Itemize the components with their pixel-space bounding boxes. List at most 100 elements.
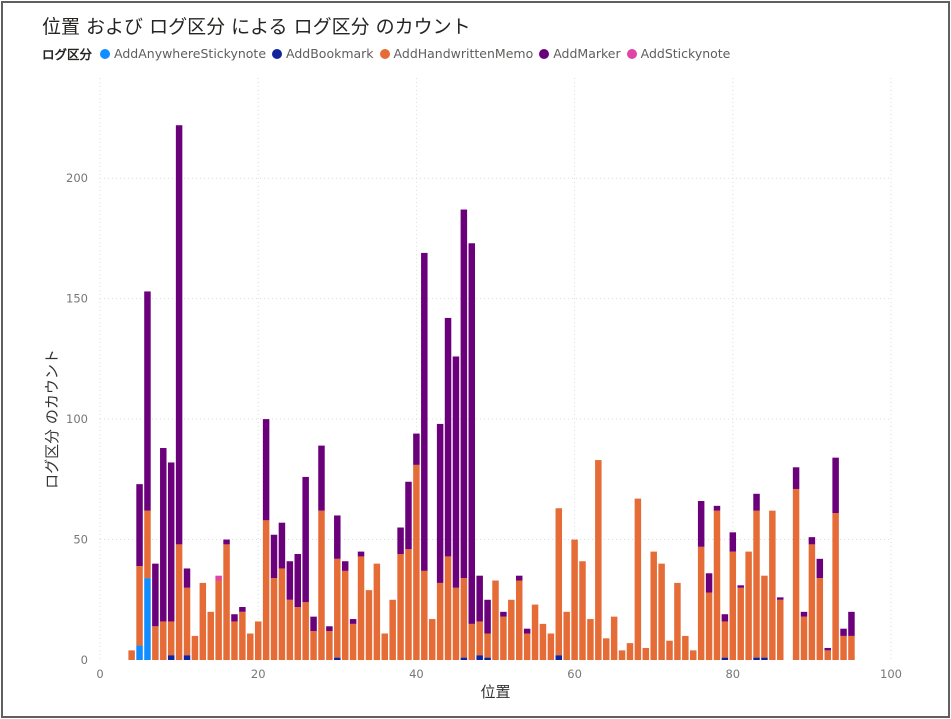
- bar-segment: [848, 635, 855, 660]
- legend-label: AddStickynote: [640, 46, 731, 61]
- bar-segment: [183, 587, 191, 656]
- bar-segment: [436, 582, 444, 660]
- bar-segment: [167, 462, 175, 622]
- x-axis-title: 位置: [480, 683, 510, 701]
- bar-segment: [349, 619, 357, 624]
- bar-segment: [326, 626, 333, 632]
- bar-segment: [357, 556, 365, 660]
- y-tick-label: 50: [73, 533, 88, 547]
- bar-segment: [531, 604, 539, 660]
- bar-segment: [247, 633, 254, 660]
- bar-segment: [682, 635, 689, 660]
- bar-segment: [215, 580, 222, 660]
- bar-segment: [587, 619, 594, 660]
- bar-segment: [761, 657, 768, 660]
- bar-segment: [705, 573, 713, 593]
- bar-segment: [626, 643, 634, 660]
- bar-segment: [231, 614, 238, 622]
- bar-segment: [476, 621, 483, 656]
- bar-segment: [215, 575, 222, 581]
- bar-segment: [421, 570, 428, 660]
- bar-segment: [152, 563, 159, 627]
- bar-segment: [832, 457, 839, 514]
- bar-segment: [136, 645, 143, 660]
- bar-segment: [175, 544, 183, 660]
- bar-segment: [808, 537, 816, 545]
- bar-segment: [555, 655, 563, 660]
- bar-segment: [144, 578, 151, 660]
- bar-segment: [318, 510, 325, 660]
- legend-label: AddAnywhereStickynote: [114, 46, 267, 61]
- bar-segment: [152, 626, 159, 660]
- bar-segment: [753, 493, 760, 511]
- bar-segment: [444, 317, 452, 557]
- bar-segment: [610, 616, 618, 660]
- bar-segment: [808, 544, 816, 660]
- bar-segment: [484, 633, 491, 658]
- bar-segment: [357, 551, 365, 557]
- legend-marker: [100, 48, 111, 59]
- bar-segment: [792, 467, 800, 489]
- legend-item[interactable]: AddHandwrittenMemo: [379, 46, 533, 61]
- bar-segment: [460, 209, 468, 579]
- bar-segment: [452, 587, 460, 660]
- bar-segment: [270, 578, 278, 660]
- bar-segment: [761, 575, 768, 658]
- bar-segment: [840, 635, 847, 660]
- bar-segment: [278, 568, 286, 660]
- bar-segment: [729, 551, 737, 660]
- bar-segment: [405, 549, 412, 660]
- legend-item[interactable]: AddStickynote: [626, 46, 731, 61]
- bar-segment: [341, 561, 349, 571]
- bar-segment: [595, 460, 602, 660]
- bar-segment: [167, 621, 175, 656]
- bar-segment: [745, 551, 752, 660]
- bar-segment: [397, 527, 404, 555]
- legend-title: ログ区分: [42, 47, 93, 62]
- bar-segment: [713, 510, 721, 660]
- chart-title: 位置 および ログ区分 による ログ区分 のカウント: [42, 16, 471, 38]
- bar-segment: [413, 433, 420, 465]
- y-axis-title: ログ区分 のカウント: [43, 349, 61, 489]
- bar-segment: [183, 655, 191, 660]
- bar-segment: [460, 657, 468, 660]
- bar-segment: [666, 640, 673, 660]
- bar-segment: [642, 647, 650, 660]
- bar-segment: [160, 621, 167, 660]
- bar-segment: [697, 546, 705, 660]
- bar-segment: [602, 638, 610, 660]
- bar-segment: [270, 534, 278, 579]
- legend-marker: [626, 48, 637, 59]
- bar-segment: [840, 628, 847, 636]
- bar-segment: [690, 650, 697, 660]
- bar-segment: [175, 125, 183, 545]
- bar-segment: [539, 623, 547, 660]
- bar-segment: [199, 582, 207, 660]
- bar-segment: [231, 621, 238, 660]
- legend-item[interactable]: AddMarker: [539, 46, 621, 61]
- bar-segment: [349, 623, 357, 660]
- x-tick-label: 20: [251, 667, 266, 681]
- bar-segment: [452, 356, 460, 588]
- legend-item[interactable]: AddAnywhereStickynote: [100, 46, 266, 61]
- bar-segment: [484, 657, 491, 660]
- bar-segment: [571, 539, 578, 660]
- legend-label: AddBookmark: [286, 46, 374, 61]
- bar-segment: [777, 599, 784, 660]
- bar-segment: [262, 520, 270, 660]
- bar-segment: [547, 633, 555, 660]
- bar-segment: [294, 607, 301, 660]
- legend-item[interactable]: AddBookmark: [272, 46, 374, 61]
- bar-segment: [832, 513, 839, 660]
- legend-label: AddMarker: [553, 46, 621, 61]
- bar-segment: [658, 563, 665, 660]
- bar-segment: [136, 484, 143, 567]
- bar-segment: [816, 558, 824, 579]
- x-tick-label: 100: [880, 667, 902, 681]
- bar-segment: [302, 602, 309, 660]
- x-tick-label: 60: [567, 667, 582, 681]
- bar-segment: [334, 515, 341, 559]
- bar-segment: [413, 464, 420, 660]
